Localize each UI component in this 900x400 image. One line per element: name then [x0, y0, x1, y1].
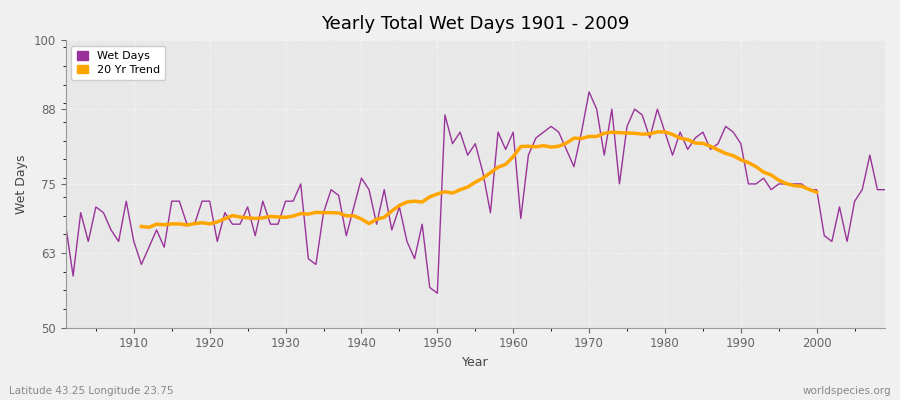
Title: Yearly Total Wet Days 1901 - 2009: Yearly Total Wet Days 1901 - 2009: [321, 15, 629, 33]
20 Yr Trend: [614, 130, 625, 135]
20 Yr Trend: [811, 190, 822, 195]
20 Yr Trend: [144, 225, 155, 230]
Legend: Wet Days, 20 Yr Trend: Wet Days, 20 Yr Trend: [71, 46, 166, 80]
Text: worldspecies.org: worldspecies.org: [803, 386, 891, 396]
Wet Days: [432, 291, 443, 296]
Wet Days: [333, 193, 344, 198]
20 Yr Trend: [796, 184, 807, 189]
Text: Latitude 43.25 Longitude 23.75: Latitude 43.25 Longitude 23.75: [9, 386, 174, 396]
X-axis label: Year: Year: [462, 356, 489, 369]
Wet Days: [614, 182, 625, 186]
Wet Days: [60, 222, 71, 226]
Wet Days: [879, 187, 890, 192]
20 Yr Trend: [713, 148, 724, 152]
20 Yr Trend: [136, 224, 147, 229]
20 Yr Trend: [728, 153, 739, 158]
Line: Wet Days: Wet Days: [66, 92, 885, 293]
20 Yr Trend: [652, 130, 662, 134]
Y-axis label: Wet Days: Wet Days: [15, 154, 28, 214]
Wet Days: [121, 199, 131, 204]
Wet Days: [516, 216, 526, 221]
Wet Days: [584, 90, 595, 94]
Wet Days: [508, 130, 518, 134]
20 Yr Trend: [348, 214, 359, 218]
Wet Days: [288, 199, 299, 204]
20 Yr Trend: [235, 214, 246, 219]
Line: 20 Yr Trend: 20 Yr Trend: [141, 132, 816, 227]
